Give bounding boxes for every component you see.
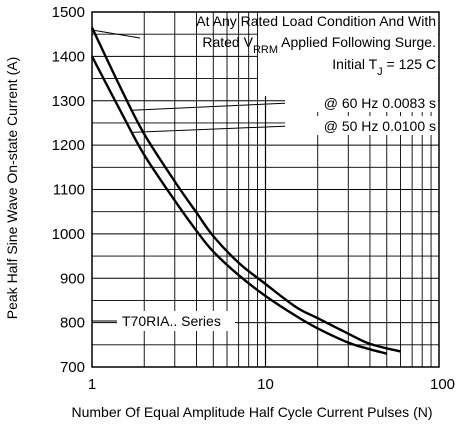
plot-frame	[91, 11, 440, 368]
curve-60hz	[90, 26, 401, 353]
y-tick-label: 1400	[52, 48, 85, 65]
y-tick-label: 1500	[52, 4, 85, 21]
y-tick-label: 900	[60, 270, 85, 287]
leader-line-condition	[91, 29, 141, 39]
curve-50hz	[90, 55, 388, 355]
x-tick-label: 10	[257, 376, 274, 393]
condition-line-2: Rated VRRM Applied Following Surge.	[202, 34, 436, 56]
x-axis-title: Number Of Equal Amplitude Half Cycle Cur…	[71, 404, 432, 420]
initial-temperature-note: Initial TJ = 125 C	[332, 56, 436, 78]
y-tick-label: 1200	[52, 137, 85, 154]
y-tick-label: 1000	[52, 226, 85, 243]
series-tag: T70RIA.. Series	[122, 313, 221, 329]
x-tick-label: 100	[430, 376, 455, 393]
series-label-50hz: @ 50 Hz 0.0100 s	[324, 118, 436, 134]
series-label-50hz-bg	[285, 116, 438, 135]
condition-box	[258, 8, 438, 96]
condition-line-1: At Any Rated Load Condition And With	[196, 13, 436, 29]
y-tick-label: 800	[60, 315, 85, 332]
y-tick-label: 700	[60, 359, 85, 376]
y-tick-label: 1300	[52, 93, 85, 110]
series-tag-bg	[117, 311, 235, 331]
y-tick-label: 1100	[53, 182, 85, 199]
leader-line-60hz	[131, 102, 291, 111]
series-label-60hz: @ 60 Hz 0.0083 s	[324, 95, 436, 111]
series-label-60hz-bg	[285, 93, 438, 112]
x-tick-label: 1	[88, 376, 96, 393]
leader-line-50hz	[131, 125, 291, 133]
y-axis-title: Peak Half Sine Wave On-state Current (A)	[4, 57, 20, 319]
